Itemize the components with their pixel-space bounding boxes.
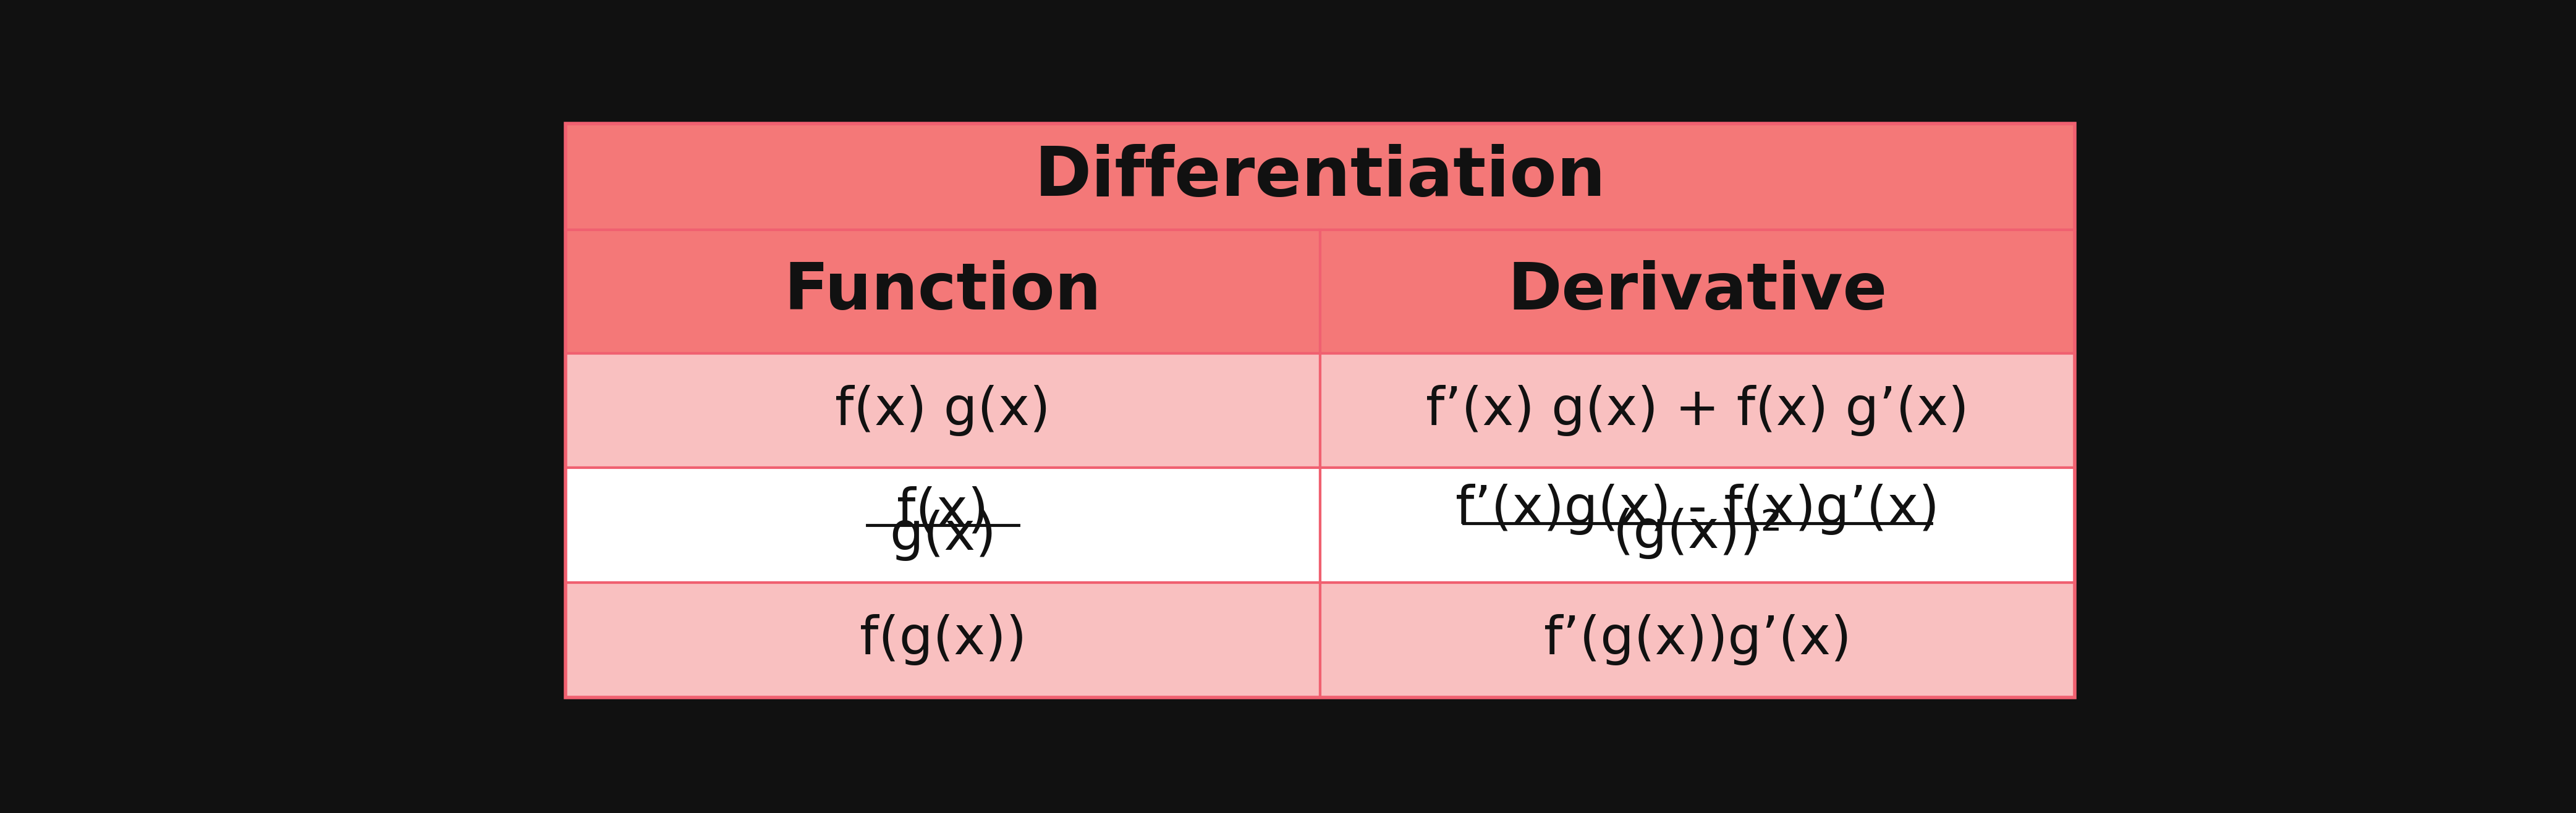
Text: Differentiation: Differentiation — [1036, 144, 1605, 210]
Text: Function: Function — [783, 260, 1103, 323]
Bar — [567, 124, 2074, 230]
Bar — [1321, 353, 2074, 468]
Bar — [567, 124, 2074, 698]
Text: f(g(x)): f(g(x)) — [860, 615, 1025, 666]
Bar — [1321, 468, 2074, 583]
Text: Derivative: Derivative — [1507, 260, 1888, 323]
Text: f’(x)g(x) - f(x)g’(x): f’(x)g(x) - f(x)g’(x) — [1455, 484, 1940, 535]
Text: f(x) g(x): f(x) g(x) — [835, 385, 1051, 437]
Bar — [567, 468, 1321, 583]
Bar — [567, 230, 1321, 353]
Bar — [567, 353, 1321, 468]
Text: f(x): f(x) — [896, 486, 989, 537]
Bar — [567, 583, 1321, 698]
Bar — [1321, 583, 2074, 698]
Text: g(x): g(x) — [889, 510, 997, 561]
Text: f’(g(x))g’(x): f’(g(x))g’(x) — [1543, 615, 1852, 666]
Bar — [1321, 230, 2074, 353]
Text: (g(x))²: (g(x))² — [1613, 507, 1783, 559]
Text: f’(x) g(x) + f(x) g’(x): f’(x) g(x) + f(x) g’(x) — [1427, 385, 1968, 437]
